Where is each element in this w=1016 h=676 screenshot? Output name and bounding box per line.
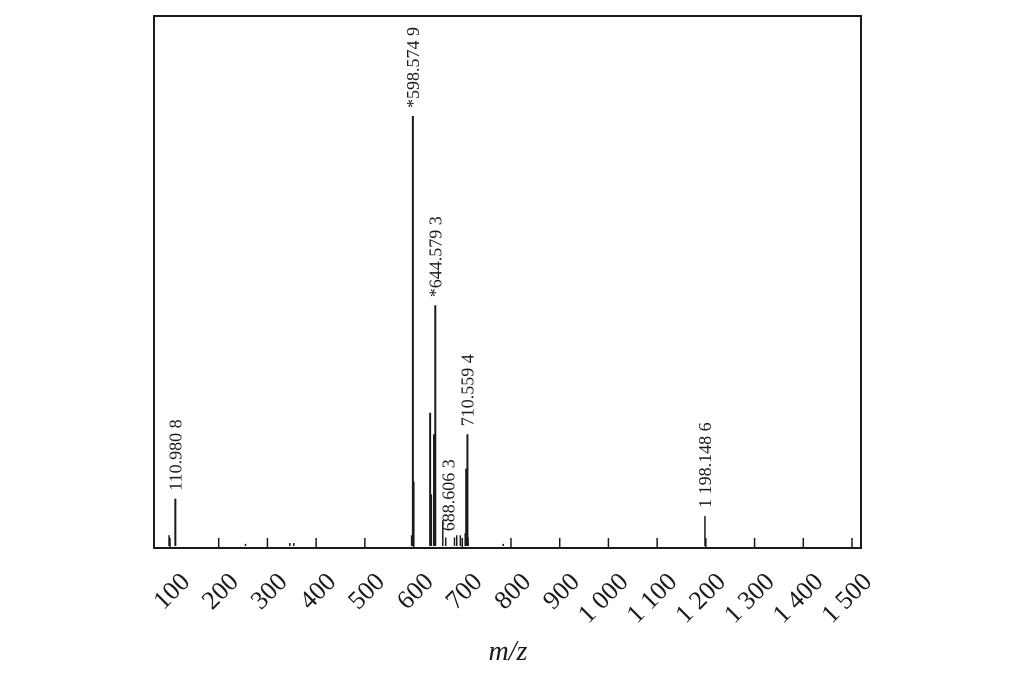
x-tick-label: 1 200: [669, 567, 731, 629]
x-tick-label: 700: [439, 567, 487, 615]
x-tick-label: 300: [245, 567, 293, 615]
peak-annotations: 110.980 8 *598.574 9 *644.579 3 688.606 3 71…: [165, 27, 715, 531]
peak-annotation: 1 198.148 6: [695, 422, 715, 508]
x-axis-title: m/z: [489, 636, 528, 667]
plot-frame: [153, 15, 862, 549]
peak-annotation: 688.606 3: [439, 459, 459, 531]
x-tick-label: 100: [147, 567, 195, 615]
x-tick-label: 1 500: [815, 567, 877, 629]
x-tick-label: 1 300: [718, 567, 780, 629]
spectrum-peaks: [168, 116, 706, 546]
x-tick-label: 400: [293, 567, 341, 615]
x-tick-label: 600: [391, 567, 439, 615]
x-tick-label: 200: [196, 567, 244, 615]
x-tick-label: 1 100: [621, 567, 683, 629]
x-tick-label: 500: [342, 567, 390, 615]
peak-annotation: 710.559 4: [457, 354, 477, 426]
x-tick-label: 1 400: [767, 567, 829, 629]
x-tick-label: 800: [488, 567, 536, 615]
peak-annotation: *644.579 3: [425, 216, 445, 297]
x-axis-ticks: [169, 538, 853, 548]
peak-annotation: *598.574 9: [403, 27, 423, 108]
peak-annotation: 110.980 8: [165, 419, 185, 490]
x-tick-label: 1 000: [572, 567, 634, 629]
